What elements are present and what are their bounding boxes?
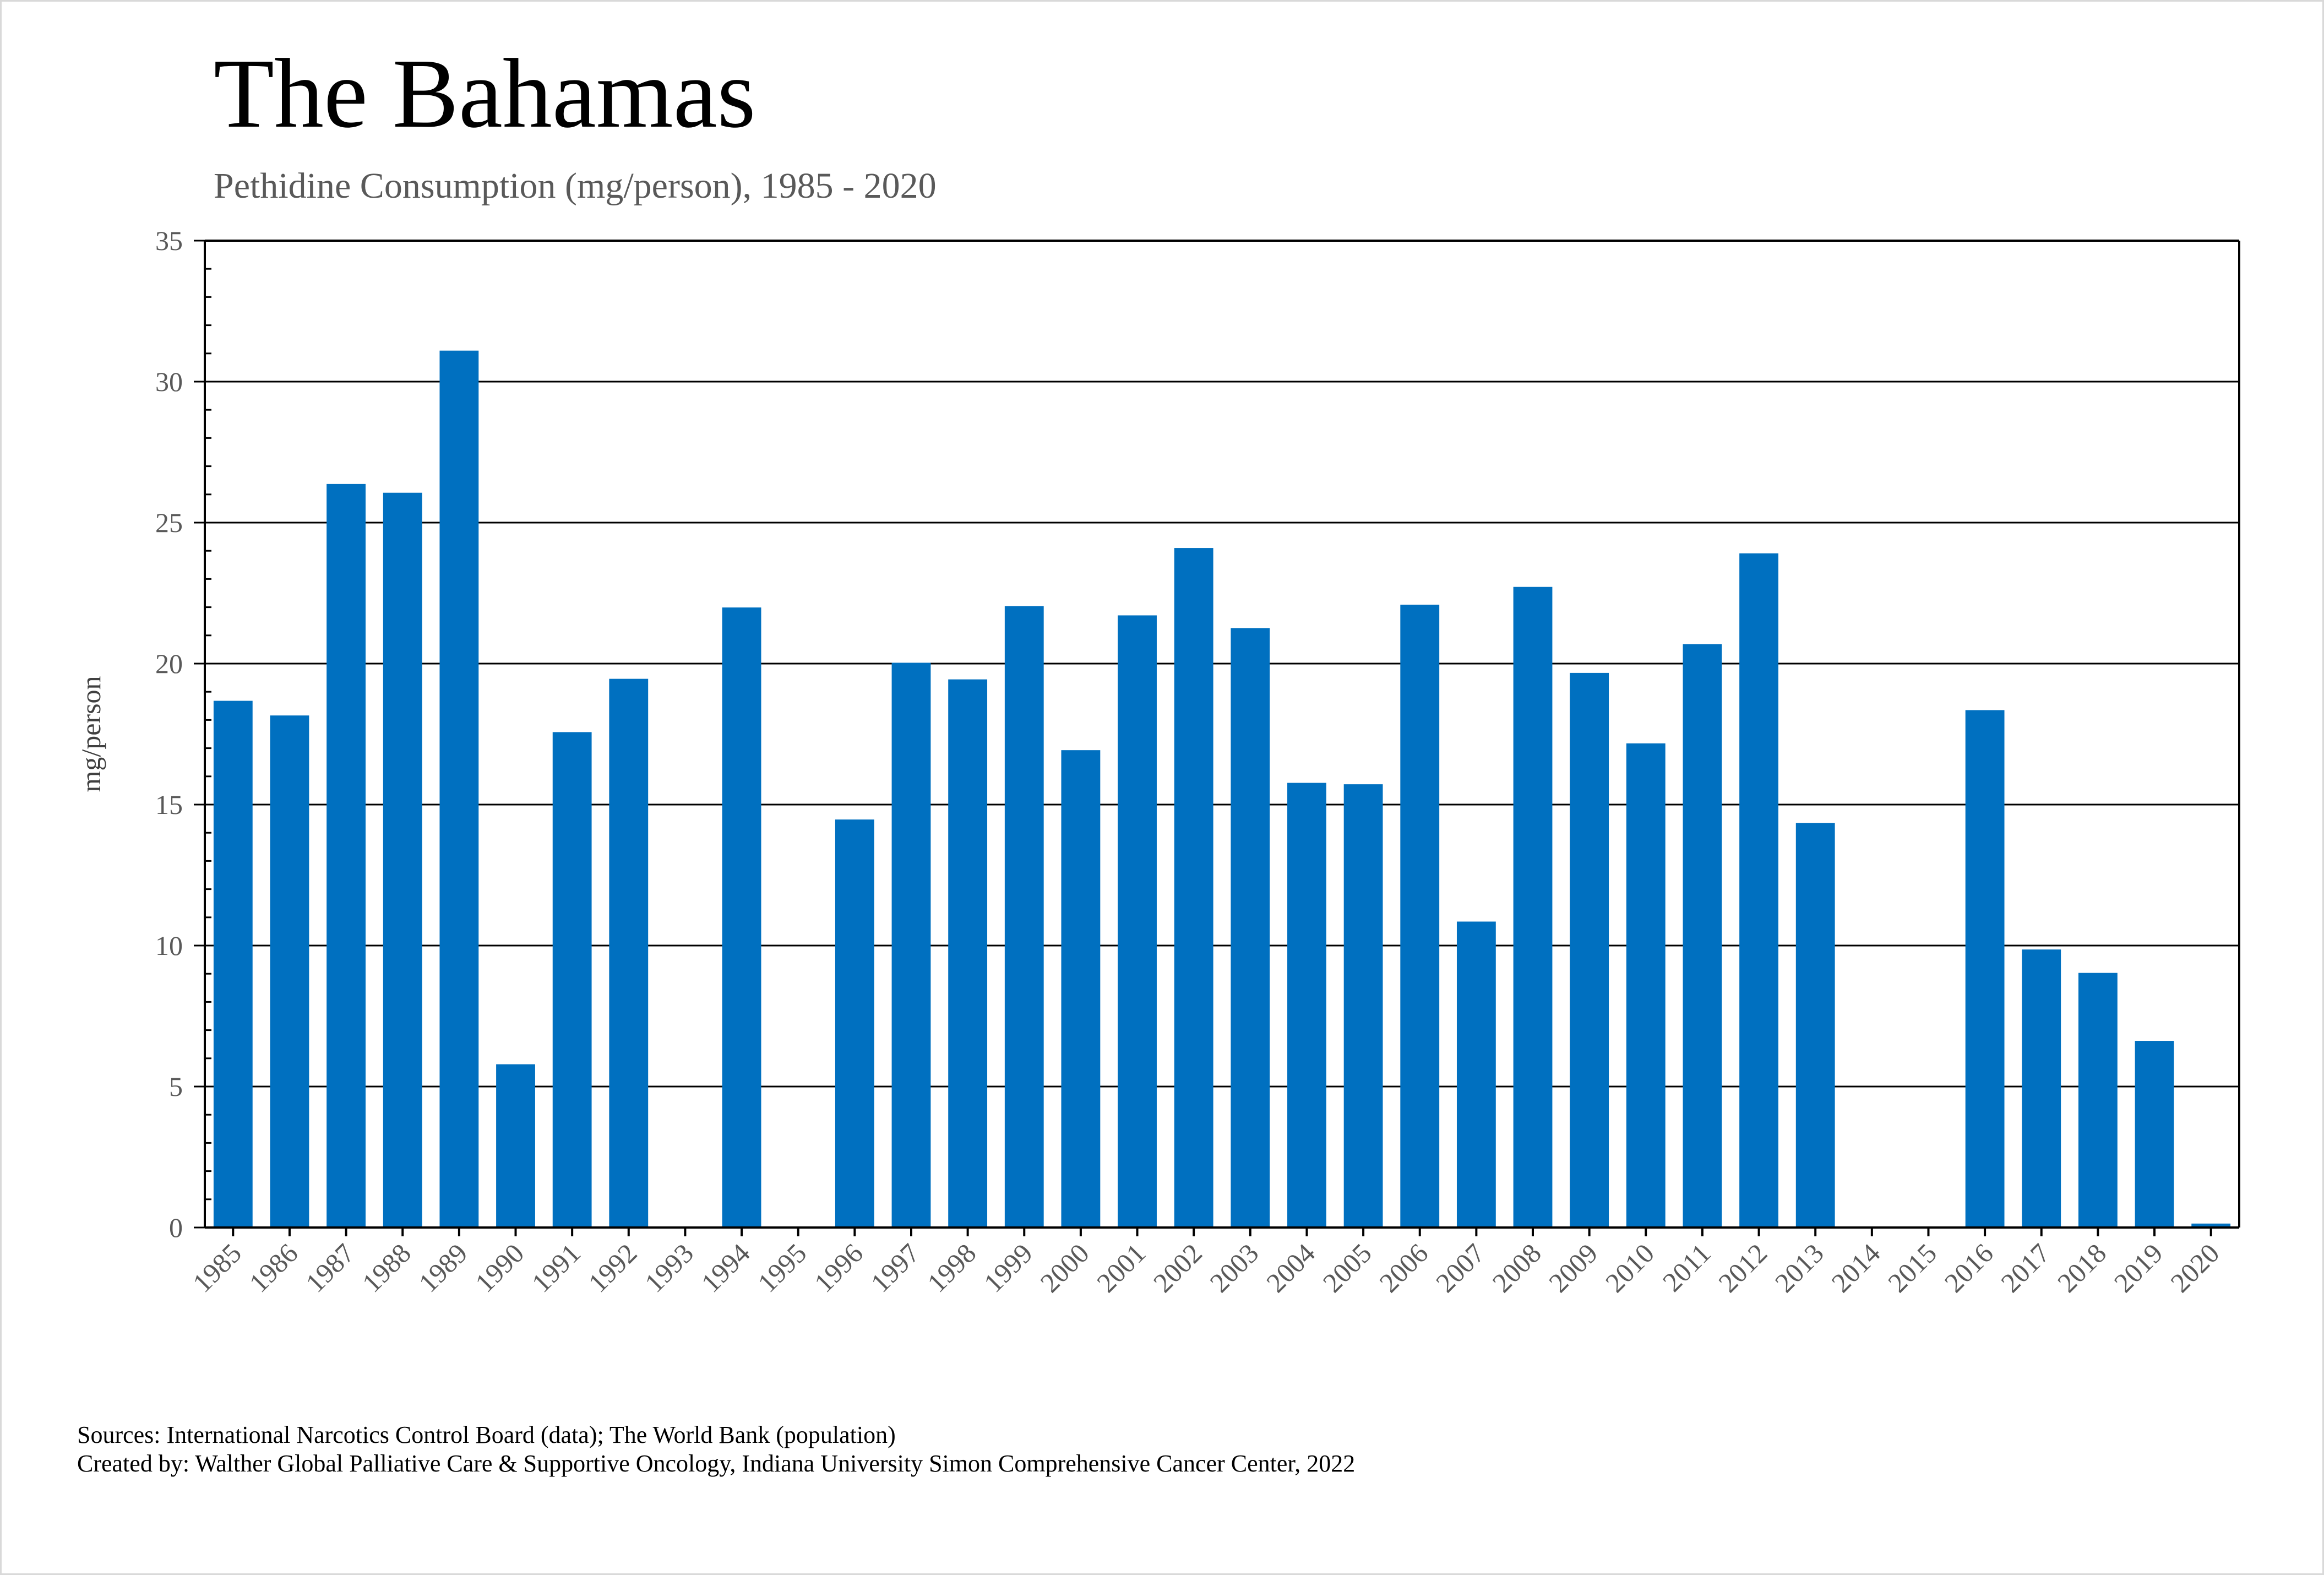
y-tick-label: 30	[155, 366, 183, 397]
bar-1988	[383, 492, 422, 1228]
footer-sources: Sources: International Narcotics Control…	[77, 1421, 896, 1448]
bar-1989	[439, 350, 479, 1228]
bar-2008	[1513, 586, 1553, 1228]
bar-2000	[1061, 750, 1101, 1228]
bar-2006	[1400, 604, 1440, 1228]
y-tick-label: 10	[155, 930, 183, 961]
x-tick-label: 1987	[300, 1237, 360, 1298]
bar-2020	[2191, 1223, 2231, 1228]
bar-2001	[1118, 615, 1157, 1228]
footer-created-by: Created by: Walther Global Palliative Ca…	[77, 1450, 1356, 1477]
y-tick-label: 15	[155, 789, 183, 820]
bar-1997	[891, 662, 931, 1228]
x-tick-label: 2000	[1034, 1237, 1095, 1298]
x-tick-label: 2015	[1882, 1237, 1942, 1298]
x-tick-label: 2006	[1373, 1237, 1434, 1298]
y-tick-labels: 0 5 10 15 20 25 30 35	[155, 225, 183, 1243]
bar-2007	[1456, 921, 1496, 1228]
x-tick-label: 1994	[695, 1237, 756, 1298]
x-tick-label: 1995	[752, 1237, 812, 1298]
x-tick-label: 2016	[1939, 1237, 1999, 1298]
bar-1991	[552, 732, 592, 1228]
x-tick-label: 2005	[1317, 1237, 1378, 1298]
y-tick-label: 20	[155, 648, 183, 679]
bar-2018	[2078, 973, 2118, 1228]
bar-2009	[1570, 672, 1609, 1228]
chart-subtitle: Pethidine Consumption (mg/person), 1985 …	[214, 166, 937, 206]
x-tick-label: 1993	[639, 1237, 699, 1298]
bar-1990	[496, 1064, 535, 1228]
x-tick-label: 1988	[356, 1237, 417, 1298]
x-tick-label: 2009	[1543, 1237, 1603, 1298]
y-tick-label: 35	[155, 225, 183, 256]
bar-2013	[1795, 823, 1835, 1228]
bar-2002	[1174, 548, 1213, 1228]
y-tick-label: 5	[169, 1071, 183, 1102]
bar-1994	[722, 607, 761, 1228]
bar-1998	[948, 679, 988, 1228]
x-tick-label: 1991	[526, 1237, 586, 1298]
bar-2017	[2022, 949, 2061, 1228]
y-tick-label: 25	[155, 507, 183, 538]
gridlines	[205, 240, 2239, 1088]
bars	[213, 350, 2231, 1228]
bar-1987	[326, 484, 366, 1228]
bar-2019	[2135, 1041, 2174, 1228]
x-tick-label: 2020	[2164, 1237, 2225, 1298]
x-tick-label: 1996	[808, 1237, 869, 1298]
x-tick-label: 1997	[864, 1237, 925, 1298]
x-tick-label: 2011	[1657, 1237, 1717, 1297]
x-tick-label: 2003	[1204, 1237, 1264, 1298]
x-tick-label: 2014	[1825, 1237, 1886, 1298]
x-tick-label: 1986	[243, 1237, 303, 1298]
x-tick-label: 1990	[469, 1237, 530, 1298]
bar-2003	[1231, 628, 1270, 1228]
x-tick-label: 2008	[1486, 1237, 1547, 1298]
x-tick-label: 2007	[1430, 1237, 1490, 1298]
bar-2005	[1343, 784, 1383, 1228]
bar-1999	[1004, 606, 1044, 1228]
bar-2016	[1965, 710, 2005, 1228]
bar-1992	[609, 678, 649, 1228]
x-tick-label: 2004	[1260, 1237, 1321, 1298]
x-tick-label: 1992	[582, 1237, 643, 1298]
x-tick-labels: 1985198619871988198919901991199219931994…	[187, 1237, 2225, 1298]
x-tick-label: 2017	[1995, 1237, 2055, 1298]
x-tick-label: 2018	[2051, 1237, 2112, 1298]
chart-title: The Bahamas	[214, 39, 756, 148]
bar-2004	[1287, 783, 1326, 1228]
x-tick-label: 1999	[978, 1237, 1038, 1298]
x-tick-label: 1985	[187, 1237, 247, 1298]
x-tick-label: 2013	[1769, 1237, 1830, 1298]
y-tick-label: 0	[169, 1212, 183, 1243]
bar-1986	[270, 715, 309, 1228]
bar-1985	[213, 700, 253, 1228]
axes	[194, 240, 2240, 1236]
x-tick-label: 2001	[1091, 1237, 1151, 1298]
y-axis-title: mg/person	[75, 676, 106, 792]
x-tick-label: 2002	[1147, 1237, 1208, 1298]
bar-2011	[1683, 644, 1722, 1228]
bar-2010	[1626, 743, 1666, 1228]
x-tick-label: 1989	[412, 1237, 473, 1298]
x-tick-label: 1998	[921, 1237, 982, 1298]
x-tick-label: 2012	[1712, 1237, 1773, 1298]
x-tick-label: 2019	[2108, 1237, 2169, 1298]
bar-2012	[1739, 553, 1778, 1228]
x-tick-label: 2010	[1599, 1237, 1660, 1298]
bar-1996	[835, 819, 874, 1228]
